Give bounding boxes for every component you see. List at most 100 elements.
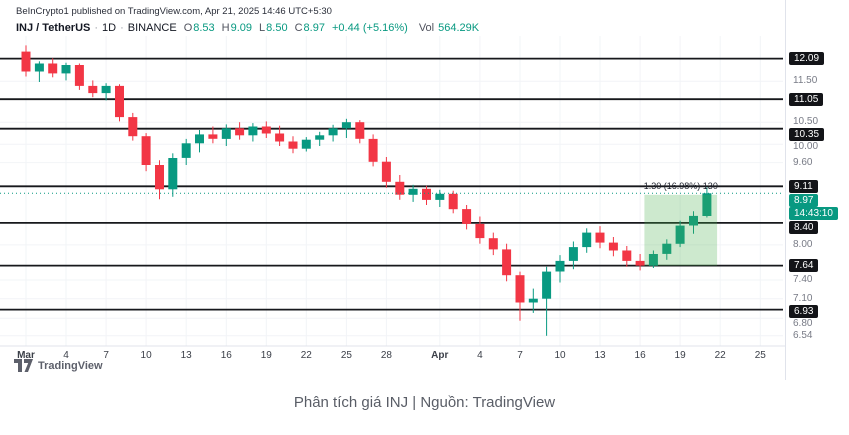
candle-body xyxy=(21,51,31,72)
x-axis-tick-label: 7 xyxy=(103,350,109,361)
candle-body xyxy=(61,65,71,74)
bar-countdown-badge: 14:43:10 xyxy=(789,206,838,220)
x-axis-tick-label: 10 xyxy=(554,350,566,361)
candle-body xyxy=(235,128,245,136)
candle-body xyxy=(395,181,405,195)
measurement-label: 1.30 (16.98%) 130 xyxy=(644,181,718,191)
tradingview-logo[interactable]: TradingView xyxy=(14,359,103,372)
candle-body xyxy=(141,136,151,165)
tradingview-chart-widget[interactable]: BeInCrypto1 published on TradingView.com… xyxy=(0,0,849,380)
candle-body xyxy=(675,225,685,244)
exchange-label: BINANCE xyxy=(127,22,177,34)
ohlc-label: O xyxy=(183,22,193,34)
candle-body xyxy=(555,260,565,272)
candle-body xyxy=(74,65,84,86)
candle-body xyxy=(34,63,44,72)
candle-body xyxy=(115,85,124,118)
candle-body xyxy=(368,138,378,162)
level-price-badge: 10.35 xyxy=(789,128,825,142)
change-value: +0.44 (+5.16%) xyxy=(331,22,408,34)
candle-body xyxy=(622,250,632,261)
x-axis-tick-label: 22 xyxy=(715,350,727,361)
level-price-badge: 7.64 xyxy=(789,259,819,273)
candle-body xyxy=(648,254,658,266)
candle-body xyxy=(488,238,498,250)
candle-body xyxy=(381,161,391,182)
candle-body xyxy=(702,193,712,216)
candle-body xyxy=(662,243,672,254)
chart-legend: INJ / TetherUS · 1D · BINANCE O8.53 H9.09… xyxy=(16,22,479,34)
ohlc-label: L xyxy=(259,22,266,34)
candle-body xyxy=(341,122,351,129)
candle-body xyxy=(221,128,231,139)
publish-attribution: BeInCrypto1 published on TradingView.com… xyxy=(16,6,332,17)
candle-body xyxy=(502,249,512,276)
x-axis-tick-label: 25 xyxy=(341,350,353,361)
ohlc-label: C xyxy=(294,22,303,34)
x-axis-tick-label: 16 xyxy=(635,350,647,361)
price-axis-tick: 7.10 xyxy=(793,292,813,304)
candlestick-chart[interactable]: 1.30 (16.98%) 130 Mar 4 7 10 13 16 19 22 25 28 Apr 4… xyxy=(0,0,849,380)
candle-body xyxy=(582,232,592,248)
x-axis-tick-label: Apr xyxy=(431,350,448,361)
price-axis-tick: 8.00 xyxy=(793,238,813,250)
candle-body xyxy=(515,275,525,303)
x-axis-tick-label: 13 xyxy=(594,350,606,361)
candle-body xyxy=(422,188,431,200)
x-axis-tick-label: 28 xyxy=(381,350,393,361)
legend-separator-icon: · xyxy=(94,22,99,34)
candle-body xyxy=(168,158,178,190)
x-axis-tick-label: 22 xyxy=(301,350,313,361)
x-axis-tick-label: 25 xyxy=(755,350,767,361)
ohlc-values: O8.53 H9.09 L8.50 C8.97 xyxy=(177,22,325,34)
price-axis-tick: 10.00 xyxy=(793,141,819,153)
candle-body xyxy=(435,193,445,200)
candle-body xyxy=(155,165,164,190)
candle-body xyxy=(689,215,698,226)
candle-body xyxy=(475,223,485,239)
price-axis-tick: 7.40 xyxy=(793,274,813,285)
candle-body xyxy=(275,133,285,142)
ohlc-label: H xyxy=(221,22,230,34)
candle-body xyxy=(315,135,325,140)
candle-body xyxy=(261,126,271,134)
ohlc-value: 9.09 xyxy=(230,22,253,34)
price-range-highlight[interactable] xyxy=(644,194,718,266)
tradingview-logo-icon xyxy=(14,359,33,372)
legend-separator-icon: · xyxy=(120,22,124,34)
candle-body xyxy=(301,139,311,149)
price-axis[interactable]: 12.09 11.50 11.05 10.50 10.35 10.00 9.60 9.11 8.… xyxy=(785,0,849,380)
ohlc-value: 8.50 xyxy=(266,22,288,34)
ohlc-value: 8.53 xyxy=(193,22,215,34)
candle-body xyxy=(542,271,552,299)
volume-label: Vol xyxy=(418,22,435,34)
level-price-badge: 6.93 xyxy=(789,304,819,318)
candle-body xyxy=(288,141,298,149)
candle-body xyxy=(528,298,538,303)
price-axis-tick: 9.60 xyxy=(793,156,813,168)
x-axis-tick-label: 4 xyxy=(63,350,69,361)
price-axis-tick: 6.54 xyxy=(793,329,813,341)
candle-body xyxy=(462,209,472,224)
current-price-badge: 8.97 xyxy=(789,193,819,207)
candle-body xyxy=(248,126,258,136)
tradingview-logo-text: TradingView xyxy=(38,359,103,372)
symbol-title[interactable]: INJ / TetherUS xyxy=(16,22,91,34)
candle-body xyxy=(88,85,98,94)
candle-body xyxy=(101,85,111,94)
volume-value: 564.29K xyxy=(438,22,480,34)
x-axis-tick-label: Mar xyxy=(17,350,35,361)
candle-body xyxy=(408,188,418,195)
x-axis-tick-label: 4 xyxy=(477,350,483,361)
interval-label[interactable]: 1D xyxy=(102,22,117,34)
candle-body xyxy=(608,242,618,251)
x-axis-tick-label: 10 xyxy=(141,350,153,361)
candle-body xyxy=(328,128,338,136)
candle-body xyxy=(48,63,58,74)
candle-body xyxy=(568,247,578,261)
level-price-badge: 9.11 xyxy=(789,179,818,193)
candle-body xyxy=(208,134,218,139)
candle-body xyxy=(355,122,365,139)
candle-body xyxy=(181,143,191,158)
candle-body xyxy=(595,232,605,243)
